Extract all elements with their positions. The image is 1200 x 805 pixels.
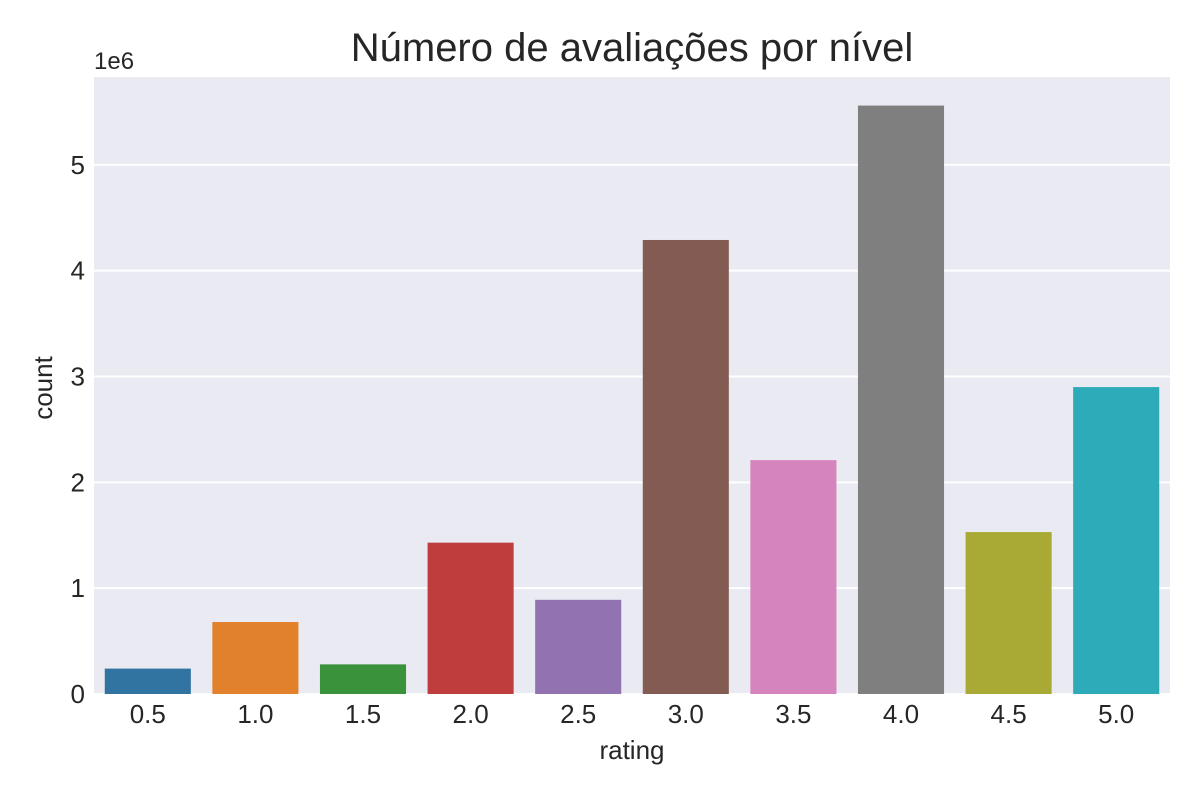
x-tick-label: 1.5: [345, 699, 381, 729]
bars: [104, 105, 1160, 695]
bar-1.0: [212, 622, 299, 694]
y-tick-label: 3: [71, 362, 85, 392]
bar-5.0: [1073, 387, 1160, 694]
chart-title: Número de avaliações por nível: [351, 26, 914, 70]
x-tick-label: 3.0: [668, 699, 704, 729]
x-tick-label: 4.0: [883, 699, 919, 729]
x-tick-label: 5.0: [1098, 699, 1134, 729]
y-tick-label: 4: [71, 256, 85, 286]
x-tick-label: 3.5: [775, 699, 811, 729]
bar-2.5: [535, 599, 622, 694]
x-tick-label: 2.5: [560, 699, 596, 729]
y-tick-labels: 0 1 2 3 4 5: [71, 150, 85, 709]
x-tick-labels: 0.5 1.0 1.5 2.0 2.5 3.0 3.5 4.0 4.5 5.0: [130, 699, 1135, 729]
bar-2.0: [427, 542, 514, 694]
x-axis-label: rating: [599, 735, 664, 765]
bar-0.5: [104, 668, 191, 694]
x-tick-label: 1.0: [237, 699, 273, 729]
bar-3.5: [750, 460, 837, 694]
x-tick-label: 0.5: [130, 699, 166, 729]
y-tick-label: 2: [71, 467, 85, 497]
bar-1.5: [319, 664, 407, 694]
bar-3.0: [642, 239, 729, 694]
bar-4.0: [857, 105, 945, 695]
y-tick-label: 0: [71, 679, 85, 709]
bar-4.5: [965, 532, 1052, 694]
y-axis-label: count: [28, 355, 58, 419]
x-tick-label: 2.0: [453, 699, 489, 729]
x-tick-label: 4.5: [991, 699, 1027, 729]
y-axis-offset-label: 1e6: [94, 48, 134, 75]
y-tick-label: 5: [71, 150, 85, 180]
y-tick-label: 1: [71, 573, 85, 603]
